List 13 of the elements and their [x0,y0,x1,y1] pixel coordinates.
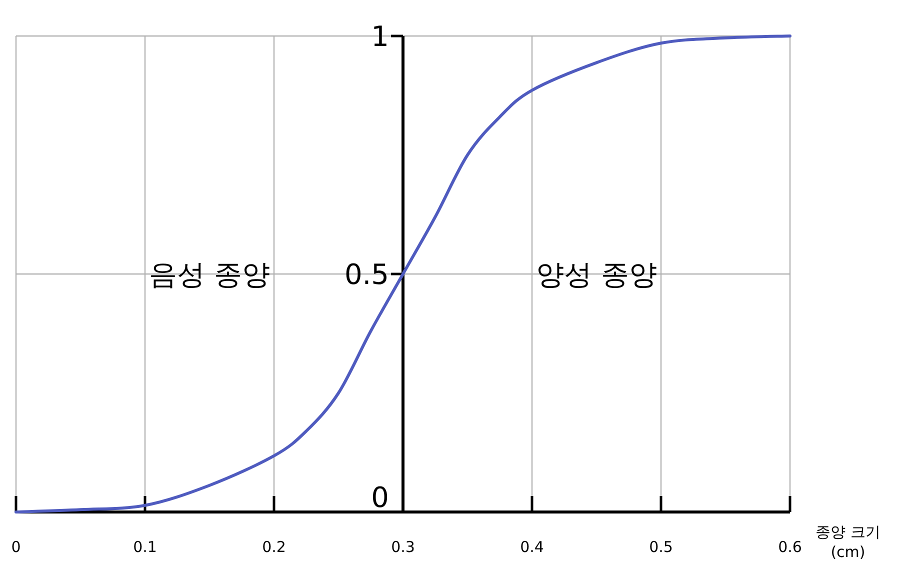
x-tick-label: 0.3 [391,538,415,556]
x-axis-title: 종양 크기 (cm) [816,523,880,561]
x-tick-label: 0.4 [520,538,544,556]
annotation: 양성 종양 [536,258,657,291]
y-tick-label: 0 [371,481,389,514]
x-tick-label: 0.2 [262,538,286,556]
x-tick-label: 0.6 [778,538,802,556]
y-tick-label: 0.5 [344,258,389,291]
annotation: 음성 종양 [149,258,270,291]
x-tick-label: 0.5 [649,538,673,556]
x-tick-label: 0.1 [133,538,157,556]
y-tick-label: 1 [371,20,389,53]
x-tick-label: 0 [11,538,21,556]
